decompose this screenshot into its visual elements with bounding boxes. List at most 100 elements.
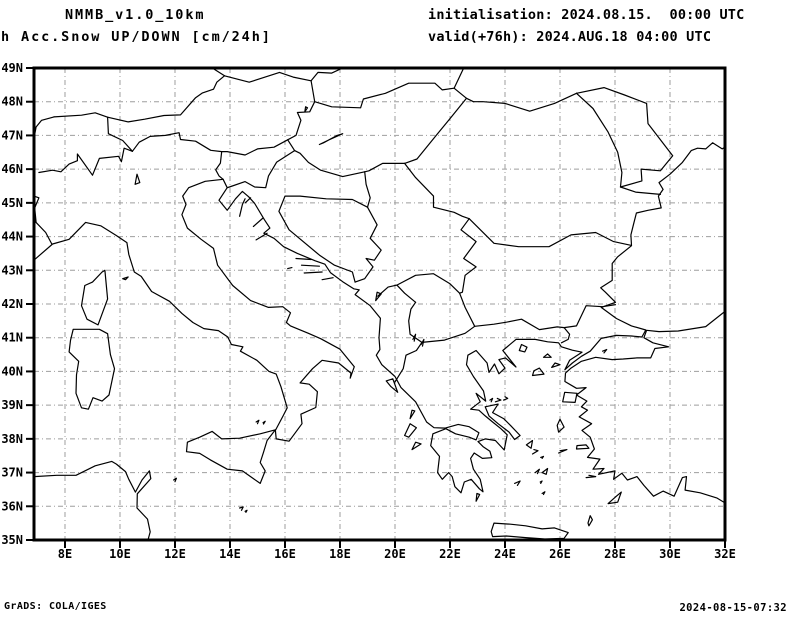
country-border-path xyxy=(215,151,224,180)
y-tick-label: 36N xyxy=(1,499,23,513)
coastline-path xyxy=(490,522,569,540)
coastline-path xyxy=(411,441,422,451)
country-border-path xyxy=(560,327,571,344)
x-tick-label: 16E xyxy=(274,547,296,561)
y-tick-label: 42N xyxy=(1,297,23,311)
country-border-path xyxy=(575,87,674,188)
coastline-path xyxy=(252,217,264,228)
x-tick-label: 22E xyxy=(439,547,461,561)
country-border-path xyxy=(107,75,226,123)
axis-labels: 49N 48N 47N 46N 45N 44N 43N 42N 41N 40N 39N 38N 37N 3… xyxy=(1,61,736,561)
lake-outline-path xyxy=(375,291,382,302)
coastline-path xyxy=(185,429,276,484)
lake-outline-path xyxy=(304,106,309,113)
coastline-path xyxy=(244,197,252,204)
country-border-path xyxy=(453,68,465,89)
country-border-path xyxy=(459,218,477,294)
coastline-path xyxy=(539,480,543,484)
country-border-path xyxy=(53,112,109,118)
valid-time-label: valid(+76h): 2024.AUG.18 04:00 UTC xyxy=(428,29,712,45)
x-tick-label: 18E xyxy=(329,547,351,561)
coastline-path xyxy=(562,391,578,403)
coastline-path xyxy=(542,353,552,358)
y-tick-label: 45N xyxy=(1,196,23,210)
coastline-path xyxy=(475,492,481,502)
model-title: NMMB_v1.0_10km xyxy=(65,7,206,23)
coastline-path xyxy=(558,449,568,454)
country-border-path xyxy=(459,292,476,327)
country-border-path xyxy=(314,82,455,109)
coastline-path xyxy=(218,142,725,494)
country-border-path xyxy=(287,80,316,141)
lake-outline-path xyxy=(420,338,425,347)
coastline-path xyxy=(122,276,129,281)
country-border-path xyxy=(377,284,398,297)
country-border-path xyxy=(131,132,223,153)
country-border-path xyxy=(396,284,417,303)
y-tick-label: 39N xyxy=(1,398,23,412)
country-border-path xyxy=(310,68,344,82)
coastline-path xyxy=(602,348,608,354)
init-time-label: initialisation: 2024.08.15. 00:00 UTC xyxy=(428,7,745,23)
coastline-path xyxy=(287,267,293,270)
y-tick-label: 38N xyxy=(1,432,23,446)
coastline-path xyxy=(239,198,246,217)
coastline-path xyxy=(300,264,320,267)
country-border-path xyxy=(278,195,369,283)
country-border-path xyxy=(396,273,461,294)
lake-outline-path xyxy=(134,173,141,185)
country-border-path xyxy=(421,325,476,343)
coastline-path xyxy=(321,277,334,281)
country-border-path xyxy=(364,171,371,208)
coastline-path xyxy=(489,397,494,403)
y-tick-label: 43N xyxy=(1,263,23,277)
coastline-path xyxy=(607,491,622,505)
coastline-path xyxy=(587,515,593,527)
grid-lines xyxy=(34,68,725,540)
y-tick-label: 48N xyxy=(1,95,23,109)
map-frame xyxy=(32,66,727,542)
y-tick-label: 35N xyxy=(1,533,23,547)
country-border-path xyxy=(364,162,406,173)
coastline-path xyxy=(556,418,565,433)
country-border-path xyxy=(468,218,632,248)
y-tick-label: 47N xyxy=(1,128,23,142)
country-border-path xyxy=(221,139,289,156)
lake-outline-path xyxy=(318,133,344,146)
coastline-path xyxy=(409,409,416,420)
coastline-path xyxy=(494,397,502,403)
x-tick-label: 32E xyxy=(714,547,736,561)
x-tick-label: 10E xyxy=(109,547,131,561)
x-tick-label: 28E xyxy=(604,547,626,561)
x-tick-label: 26E xyxy=(549,547,571,561)
y-tick-label: 37N xyxy=(1,466,23,480)
country-border-path xyxy=(223,71,312,83)
coastline-path xyxy=(68,328,116,410)
coastline-path xyxy=(534,468,540,475)
coastline-path xyxy=(518,343,528,353)
x-tick-label: 30E xyxy=(659,547,681,561)
coastline-path xyxy=(295,257,312,261)
axis-ticks xyxy=(26,67,726,548)
coastline-path xyxy=(80,269,109,326)
country-border-path xyxy=(404,97,468,164)
coastline-path xyxy=(585,474,597,479)
x-tick-label: 24E xyxy=(494,547,516,561)
coastline-path xyxy=(239,506,244,511)
country-border-path xyxy=(354,206,382,283)
country-border-path xyxy=(294,150,366,178)
country-border-path xyxy=(453,87,474,103)
x-tick-label: 20E xyxy=(384,547,406,561)
x-tick-label: 12E xyxy=(164,547,186,561)
coastline-path xyxy=(525,439,534,449)
country-border-path xyxy=(404,162,470,220)
coastline-path xyxy=(303,271,323,274)
coastline-path xyxy=(255,419,260,425)
coastline-path xyxy=(173,477,177,483)
x-tick-label: 14E xyxy=(219,547,241,561)
country-border-path xyxy=(107,116,133,152)
country-border-path xyxy=(474,318,565,331)
coastline-path xyxy=(484,403,521,441)
coastline-path xyxy=(404,423,417,438)
